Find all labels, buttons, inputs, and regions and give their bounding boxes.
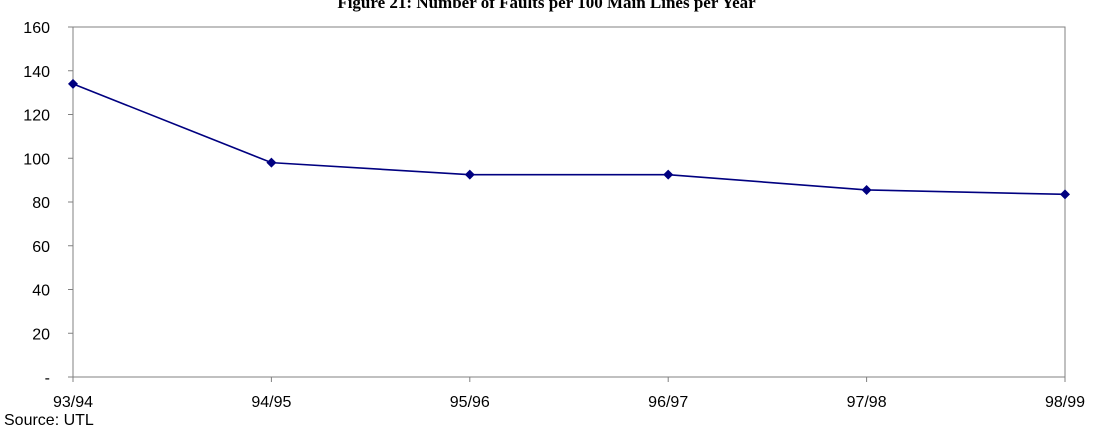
x-tick-label: 97/98 [847, 394, 887, 411]
data-point [861, 184, 872, 195]
y-tick-label: - [45, 370, 50, 387]
y-tick-label: 140 [23, 64, 50, 81]
data-point [266, 157, 277, 168]
y-tick-label: 100 [23, 151, 50, 168]
y-tick-label: 40 [32, 283, 50, 300]
series-line [72, 83, 1066, 196]
x-tick-label: 94/95 [251, 394, 291, 411]
x-tick-label: 95/96 [450, 394, 490, 411]
y-tick-label: 20 [32, 326, 50, 343]
data-point [1060, 189, 1070, 200]
y-tick-label: 60 [32, 239, 50, 256]
x-axis: 93/94 94/95 95/96 96/97 97/98 98/99 [53, 377, 1085, 411]
y-axis: - 20 40 60 80 100 120 140 160 [23, 20, 73, 387]
series [68, 78, 1070, 200]
source-note: Source: UTL [4, 412, 94, 429]
y-tick-label: 80 [32, 195, 50, 212]
y-tick-label: 120 [23, 108, 50, 125]
x-tick-label: 93/94 [53, 394, 93, 411]
x-tick-label: 96/97 [648, 394, 688, 411]
data-point [68, 78, 78, 89]
y-tick-label: 160 [23, 20, 50, 37]
data-point [663, 169, 674, 180]
x-tick-label: 98/99 [1045, 394, 1085, 411]
data-point [464, 169, 475, 180]
chart-title: Figure 21: Number of Faults per 100 Main… [337, 0, 756, 12]
plot-area-frame [72, 26, 1066, 378]
